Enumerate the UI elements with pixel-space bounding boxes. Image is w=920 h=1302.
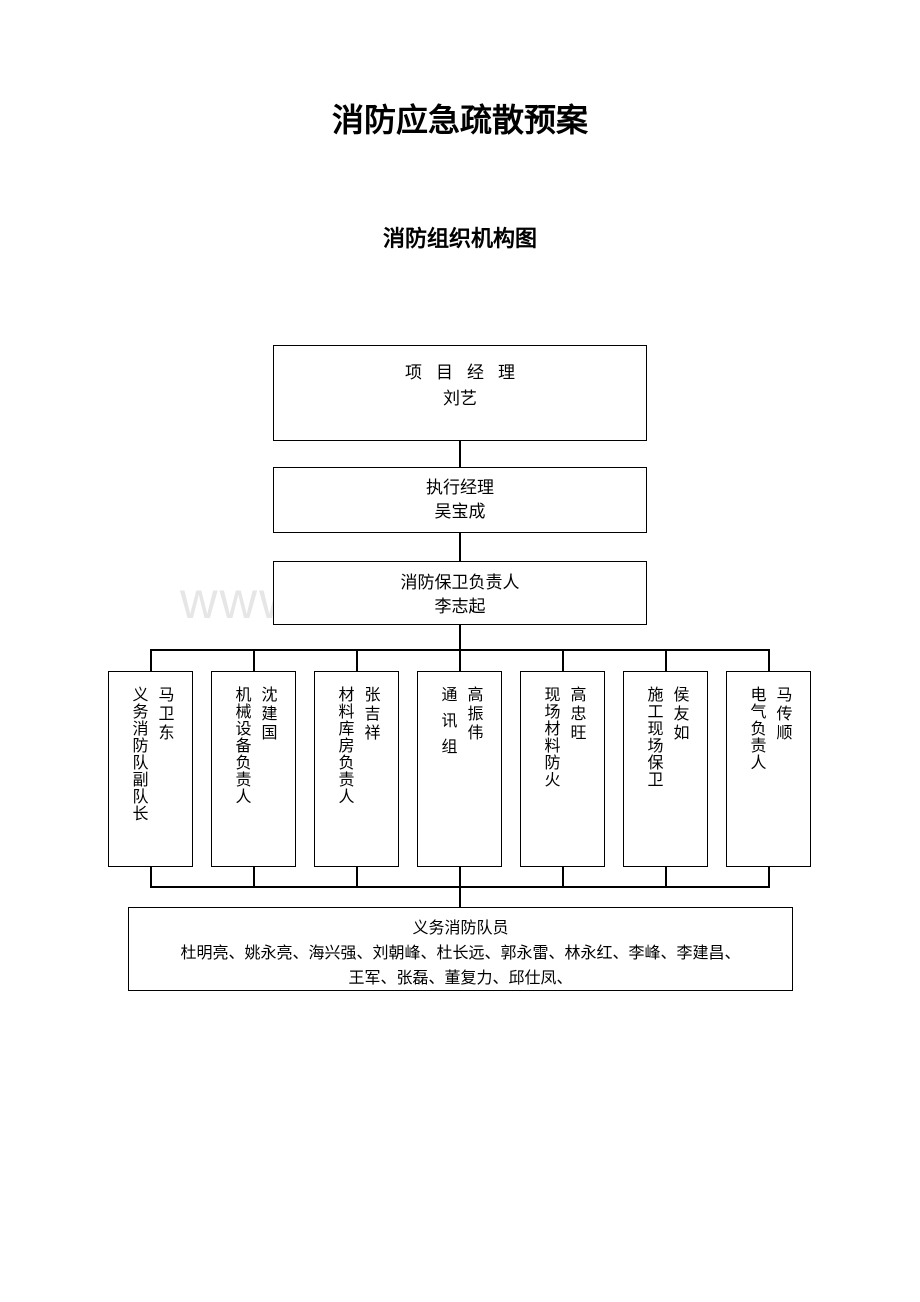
node-comm: 通讯组 高振伟 [417, 671, 502, 867]
connector [459, 625, 461, 649]
connector [150, 867, 152, 887]
members-line2: 王军、张磊、董复力、邱仕凤、 [129, 966, 792, 991]
node-exec-manager: 执行经理 吴宝成 [273, 467, 647, 533]
connector [150, 649, 152, 671]
node-site-security: 施工现场保卫 侯友如 [623, 671, 708, 867]
node-project-manager: 项目经理 刘艺 [273, 345, 647, 441]
connector [562, 649, 564, 671]
members-line1: 杜明亮、姚永亮、海兴强、刘朝峰、杜长远、郭永雷、林永红、李峰、李建昌、 [129, 941, 792, 966]
role-label: 材料库房负责人 [334, 686, 354, 805]
subtitle: 消防组织机构图 [0, 221, 920, 253]
role-label: 消防保卫负责人 [401, 571, 520, 595]
connector [253, 867, 255, 887]
role-label: 机械设备负责人 [231, 686, 251, 805]
connector [768, 649, 770, 671]
person-name: 马传顺 [772, 686, 792, 743]
node-machinery: 机械设备负责人 沈建国 [211, 671, 296, 867]
connector [459, 533, 461, 561]
role-label: 施工现场保卫 [643, 686, 663, 788]
connector [665, 867, 667, 887]
node-team-members: 义务消防队员 杜明亮、姚永亮、海兴强、刘朝峰、杜长远、郭永雷、林永红、李峰、李建… [128, 907, 793, 991]
person-name: 沈建国 [257, 686, 277, 743]
role-label: 义务消防队副队长 [128, 686, 148, 822]
role-label: 项目经理 [391, 360, 529, 386]
node-site-material: 现场材料防火 高忠旺 [520, 671, 605, 867]
person-name: 高忠旺 [566, 686, 586, 743]
connector [665, 649, 667, 671]
connector [356, 867, 358, 887]
person-name: 吴宝成 [435, 500, 486, 524]
role-label: 执行经理 [426, 476, 494, 500]
connector [459, 649, 461, 671]
person-name: 侯友如 [669, 686, 689, 743]
person-name: 刘艺 [443, 386, 477, 412]
person-name: 李志起 [435, 595, 486, 619]
row-container: 义务消防队副队长 马卫东 机械设备负责人 沈建国 材料库房负责人 张吉祥 通讯组… [108, 671, 812, 869]
node-fire-lead: 消防保卫负责人 李志起 [273, 561, 647, 625]
person-name: 高振伟 [463, 686, 483, 743]
person-name: 马卫东 [154, 686, 174, 743]
node-electrical: 电气负责人 马传顺 [726, 671, 811, 867]
connector [768, 867, 770, 887]
role-label: 义务消防队员 [129, 916, 792, 941]
role-label: 现场材料防火 [540, 686, 560, 788]
connector [562, 867, 564, 887]
connector [356, 649, 358, 671]
role-label: 通讯组 [437, 686, 457, 764]
person-name: 张吉祥 [360, 686, 380, 743]
node-deputy-captain: 义务消防队副队长 马卫东 [108, 671, 193, 867]
role-label: 电气负责人 [746, 686, 766, 771]
connector [459, 441, 461, 467]
node-warehouse: 材料库房负责人 张吉祥 [314, 671, 399, 867]
connector [150, 886, 770, 888]
connector [253, 649, 255, 671]
page-title: 消防应急疏散预案 [0, 0, 920, 141]
